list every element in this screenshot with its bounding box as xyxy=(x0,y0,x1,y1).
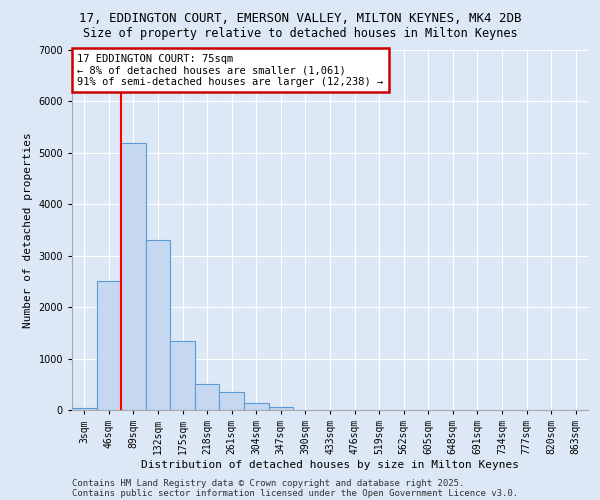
Text: Contains public sector information licensed under the Open Government Licence v3: Contains public sector information licen… xyxy=(72,488,518,498)
Bar xyxy=(72,408,97,410)
Bar xyxy=(269,408,293,410)
X-axis label: Distribution of detached houses by size in Milton Keynes: Distribution of detached houses by size … xyxy=(141,460,519,470)
Bar xyxy=(170,340,195,410)
Text: Size of property relative to detached houses in Milton Keynes: Size of property relative to detached ho… xyxy=(83,28,517,40)
Bar xyxy=(220,392,244,410)
Bar xyxy=(121,142,146,410)
Text: Contains HM Land Registry data © Crown copyright and database right 2025.: Contains HM Land Registry data © Crown c… xyxy=(72,478,464,488)
Bar xyxy=(195,384,220,410)
Bar xyxy=(97,282,121,410)
Bar xyxy=(244,404,269,410)
Text: 17, EDDINGTON COURT, EMERSON VALLEY, MILTON KEYNES, MK4 2DB: 17, EDDINGTON COURT, EMERSON VALLEY, MIL… xyxy=(79,12,521,26)
Y-axis label: Number of detached properties: Number of detached properties xyxy=(23,132,33,328)
Bar xyxy=(146,240,170,410)
Text: 17 EDDINGTON COURT: 75sqm
← 8% of detached houses are smaller (1,061)
91% of sem: 17 EDDINGTON COURT: 75sqm ← 8% of detach… xyxy=(77,54,383,87)
